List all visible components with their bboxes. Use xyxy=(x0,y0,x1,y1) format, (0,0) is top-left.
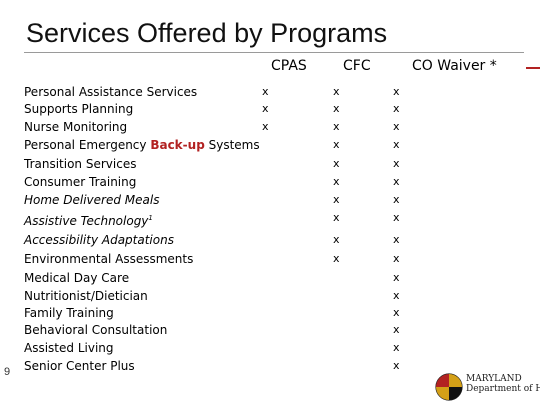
service-label-text: Senior Center Plus xyxy=(24,359,135,373)
service-label: Assisted Living xyxy=(24,341,114,355)
check-mark-cpas: x xyxy=(262,102,269,115)
service-label: Home Delivered Meals xyxy=(24,193,159,207)
service-label: Consumer Training xyxy=(24,175,136,189)
service-label-highlight: Back-up xyxy=(150,138,205,152)
service-label-text: Environmental Assessments xyxy=(24,252,194,266)
column-header-co-waiver: CO Waiver * xyxy=(412,58,497,74)
logo-line-1: MARYLAND xyxy=(466,374,522,384)
maryland-flag-icon xyxy=(435,373,463,401)
service-label: Transition Services xyxy=(24,157,136,171)
service-label: Accessibility Adaptations xyxy=(24,233,174,247)
check-mark-co: x xyxy=(393,233,400,246)
check-mark-co: x xyxy=(393,138,400,151)
service-label-text: Transition Services xyxy=(24,157,137,171)
service-label-text: Nurse Monitoring xyxy=(24,120,128,134)
check-mark-co: x xyxy=(393,252,400,265)
check-mark-co: x xyxy=(393,175,400,188)
check-mark-cfc: x xyxy=(333,138,340,151)
service-label-text: Assisted Living xyxy=(24,341,114,355)
service-label-text: Personal Emergency xyxy=(24,138,151,152)
service-label: Personal Assistance Services xyxy=(24,85,197,99)
logo-line-2: Department of Health xyxy=(466,384,540,394)
service-label: Environmental Assessments xyxy=(24,252,193,266)
service-label: Nutritionist/Dietician xyxy=(24,289,148,303)
service-label-text: Assistive Technology xyxy=(24,214,149,228)
service-label: Senior Center Plus xyxy=(24,359,135,373)
service-label-text: Nutritionist/Dietician xyxy=(24,289,148,303)
check-mark-cfc: x xyxy=(333,120,340,133)
check-mark-cfc: x xyxy=(333,157,340,170)
check-mark-co: x xyxy=(393,193,400,206)
service-label: Family Training xyxy=(24,306,114,320)
check-mark-co: x xyxy=(393,306,400,319)
check-mark-cfc: x xyxy=(333,102,340,115)
check-mark-cpas: x xyxy=(262,120,269,133)
service-label: Assistive Technology1 xyxy=(24,211,153,228)
service-label: Medical Day Care xyxy=(24,271,129,285)
check-mark-co: x xyxy=(393,120,400,133)
check-mark-co: x xyxy=(393,359,400,372)
check-mark-co: x xyxy=(393,85,400,98)
page-title: Services Offered by Programs xyxy=(26,18,388,48)
check-mark-co: x xyxy=(393,211,400,224)
check-mark-co: x xyxy=(393,341,400,354)
title-divider xyxy=(24,52,524,53)
check-mark-cfc: x xyxy=(333,175,340,188)
service-label-text: Consumer Training xyxy=(24,175,137,189)
page-number: 9 xyxy=(4,366,11,378)
check-mark-cfc: x xyxy=(333,193,340,206)
service-label-text: Accessibility Adaptations xyxy=(24,233,174,247)
service-label-text: Supports Planning xyxy=(24,102,134,116)
service-label-text: Behavioral Consultation xyxy=(24,323,168,337)
check-mark-cfc: x xyxy=(333,85,340,98)
check-mark-cfc: x xyxy=(333,252,340,265)
service-label: Personal Emergency Back-up Systems xyxy=(24,138,260,152)
service-label: Behavioral Consultation xyxy=(24,323,167,337)
service-label-text: Personal Assistance Services xyxy=(24,85,198,99)
service-label-text: Family Training xyxy=(24,306,114,320)
service-label: Supports Planning xyxy=(24,102,133,116)
check-mark-co: x xyxy=(393,271,400,284)
logo-text: MARYLAND Department of Health xyxy=(466,374,540,394)
check-mark-co: x xyxy=(393,323,400,336)
service-label-text: Systems xyxy=(204,138,260,152)
check-mark-co: x xyxy=(393,289,400,302)
column-header-cpas: CPAS xyxy=(271,58,307,74)
check-mark-co: x xyxy=(393,102,400,115)
service-label-text: Medical Day Care xyxy=(24,271,130,285)
column-header-cfc: CFC xyxy=(343,58,371,74)
check-mark-co: x xyxy=(393,157,400,170)
accent-mark xyxy=(526,67,540,69)
service-label-text: Home Delivered Meals xyxy=(24,193,160,207)
maryland-health-logo: MARYLAND Department of Health xyxy=(434,372,540,402)
service-label: Nurse Monitoring xyxy=(24,120,127,134)
check-mark-cfc: x xyxy=(333,211,340,224)
check-mark-cfc: x xyxy=(333,233,340,246)
footnote-marker: 1 xyxy=(148,214,153,222)
check-mark-cpas: x xyxy=(262,85,269,98)
